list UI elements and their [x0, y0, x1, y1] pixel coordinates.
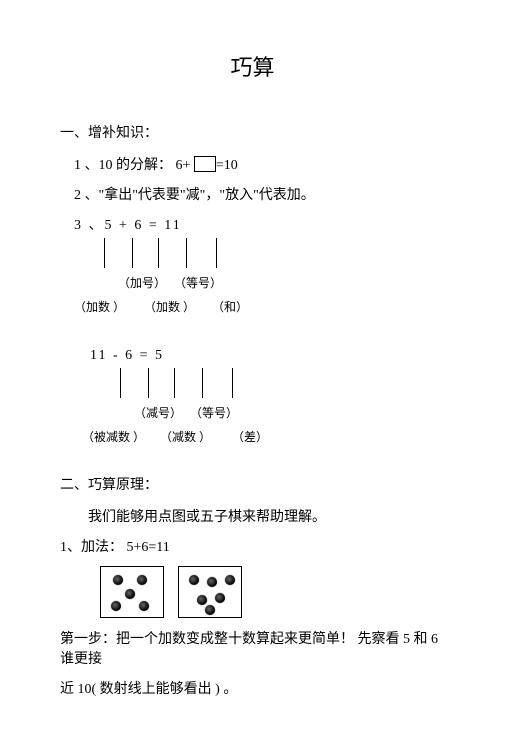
- equation-sub-bars: [90, 368, 445, 402]
- equation-add-midlabels: （加号）（等号）: [74, 274, 445, 292]
- page-title: 巧算: [60, 50, 445, 82]
- equation-sub-lowlabels: （被减数 ）（减数 ）（差）: [90, 428, 445, 446]
- equation-add: 3 、5 + 6 = 11 （加号）（等号） （加数 ）（加数 ）（和）: [74, 214, 445, 316]
- item-1-pre: 1 、10 的分解： 6+: [74, 158, 194, 173]
- equation-sub: 11 - 6 = 5 （减号）（等号） （被减数 ）（减数 ）（差）: [90, 348, 445, 446]
- section2-p2: 1、加法： 5+6=11: [60, 536, 445, 556]
- equation-add-expr: 3 、5 + 6 = 11: [74, 214, 445, 234]
- dot-diagrams: [100, 566, 445, 618]
- section2-heading: 二、巧算原理：: [60, 474, 445, 494]
- section1-heading: 一、增补知识：: [60, 122, 445, 142]
- item-2: 2 、"拿出"代表要"减"，"放入"代表加。: [60, 184, 445, 204]
- equation-sub-expr: 11 - 6 = 5: [90, 348, 445, 364]
- step1-line2: 近 10( 数射线上能够看出 ) 。: [60, 678, 445, 698]
- equation-add-lowlabels: （加数 ）（加数 ）（和）: [74, 298, 445, 316]
- item-1-post: =10: [216, 158, 238, 173]
- section2-p1: 我们能够用点图或五子棋来帮助理解。: [60, 506, 445, 526]
- equation-add-bars: [74, 238, 445, 272]
- dot-box-6: [178, 566, 242, 618]
- blank-box: [194, 156, 216, 172]
- equation-sub-midlabels: （减号）（等号）: [90, 404, 445, 422]
- item-1: 1 、10 的分解： 6+ =10: [60, 154, 445, 174]
- step1-line1: 第一步：把一个加数变成整十数算起来更简单！ 先察看 5 和 6 谁更接: [60, 628, 445, 668]
- dot-box-5: [100, 566, 164, 618]
